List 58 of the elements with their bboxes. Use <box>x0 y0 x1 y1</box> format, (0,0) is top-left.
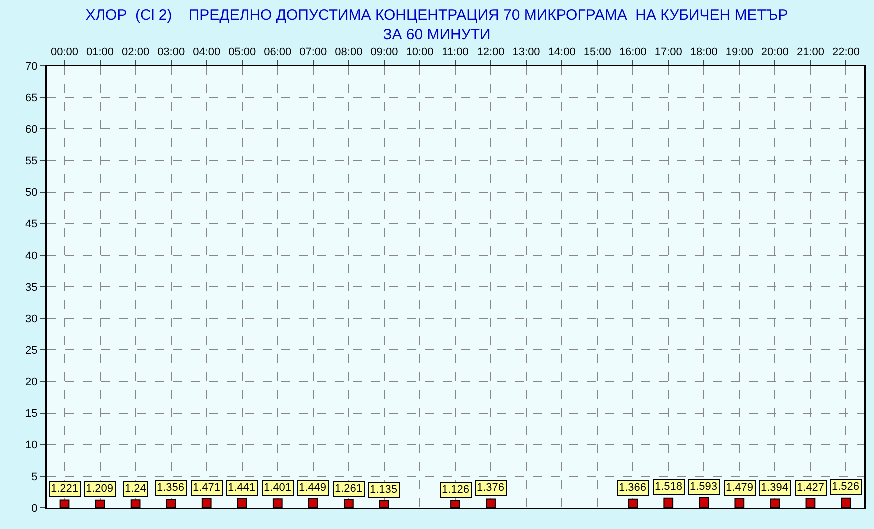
x-tick-label: 17:00 <box>654 46 682 59</box>
x-tick-label: 11:00 <box>442 46 469 59</box>
x-tick-label: 12:00 <box>477 46 505 59</box>
data-label: 1.441 <box>228 482 256 494</box>
x-tick-label: 16:00 <box>619 46 647 59</box>
data-label: 1.135 <box>370 484 398 496</box>
data-label: 1.209 <box>86 483 114 495</box>
data-label: 1.126 <box>442 484 470 496</box>
data-label: 1.449 <box>299 482 327 494</box>
y-tick-label: 25 <box>26 344 38 357</box>
y-tick-label: 10 <box>26 440 38 452</box>
x-tick-label: 08:00 <box>335 46 363 59</box>
data-label: 1.471 <box>193 482 221 494</box>
data-label: 1.526 <box>832 481 860 493</box>
data-label: 1.401 <box>264 482 292 494</box>
y-tick-label: 45 <box>26 218 38 231</box>
y-tick-label: 20 <box>26 376 38 389</box>
y-tick-label: 15 <box>26 408 38 420</box>
x-tick-label: 10:00 <box>406 46 434 59</box>
data-label: 1.593 <box>690 481 718 493</box>
y-tick-label: 30 <box>26 313 38 326</box>
y-tick-label: 5 <box>32 471 38 484</box>
y-tick-label: 55 <box>26 156 38 168</box>
data-label: 1.479 <box>726 482 754 494</box>
y-tick-label: 40 <box>26 250 38 262</box>
data-label: 1.356 <box>157 482 185 494</box>
x-tick-label: 05:00 <box>228 46 256 59</box>
data-label: 1.261 <box>335 483 363 495</box>
x-tick-label: 15:00 <box>584 46 612 59</box>
data-label: 1.24 <box>125 483 146 495</box>
x-tick-label: 21:00 <box>796 46 824 59</box>
x-tick-label: 04:00 <box>193 46 221 59</box>
data-label: 1.427 <box>797 482 825 494</box>
y-tick-label: 70 <box>26 60 38 73</box>
y-tick-label: 35 <box>26 282 38 294</box>
x-tick-label: 18:00 <box>690 46 718 59</box>
x-tick-label: 01:00 <box>86 46 114 59</box>
x-tick-label: 03:00 <box>158 46 186 59</box>
data-label: 1.394 <box>761 482 789 494</box>
chart-title: ХЛОР (Cl 2) ПРЕДЕЛНО ДОПУСТИМА КОНЦЕНТРАЦИЯ 70 МИКРОГРАМА НА КУБИЧЕН МЕТЪР ЗА 60 МИНУТИ <box>86 7 788 44</box>
y-tick-label: 60 <box>26 124 38 136</box>
data-label: 1.366 <box>619 482 647 494</box>
x-tick-label: 20:00 <box>761 46 789 59</box>
x-tick-label: 07:00 <box>300 46 328 59</box>
data-label: 1.518 <box>655 481 683 493</box>
x-tick-label: 02:00 <box>122 46 150 59</box>
x-tick-label: 09:00 <box>370 46 398 59</box>
x-tick-label: 00:00 <box>50 46 79 59</box>
x-tick-label: 13:00 <box>512 46 540 59</box>
y-tick-label: 50 <box>26 187 38 200</box>
y-tick-label: 0 <box>32 502 38 515</box>
x-tick-label: 14:00 <box>548 46 576 59</box>
x-tick-label: 06:00 <box>264 46 292 59</box>
y-tick-label: 65 <box>26 92 38 104</box>
x-tick-label: 19:00 <box>726 46 754 59</box>
data-label: 1.221 <box>51 483 79 495</box>
x-tick-label: 22:00 <box>832 46 860 59</box>
data-label: 1.376 <box>477 482 505 494</box>
